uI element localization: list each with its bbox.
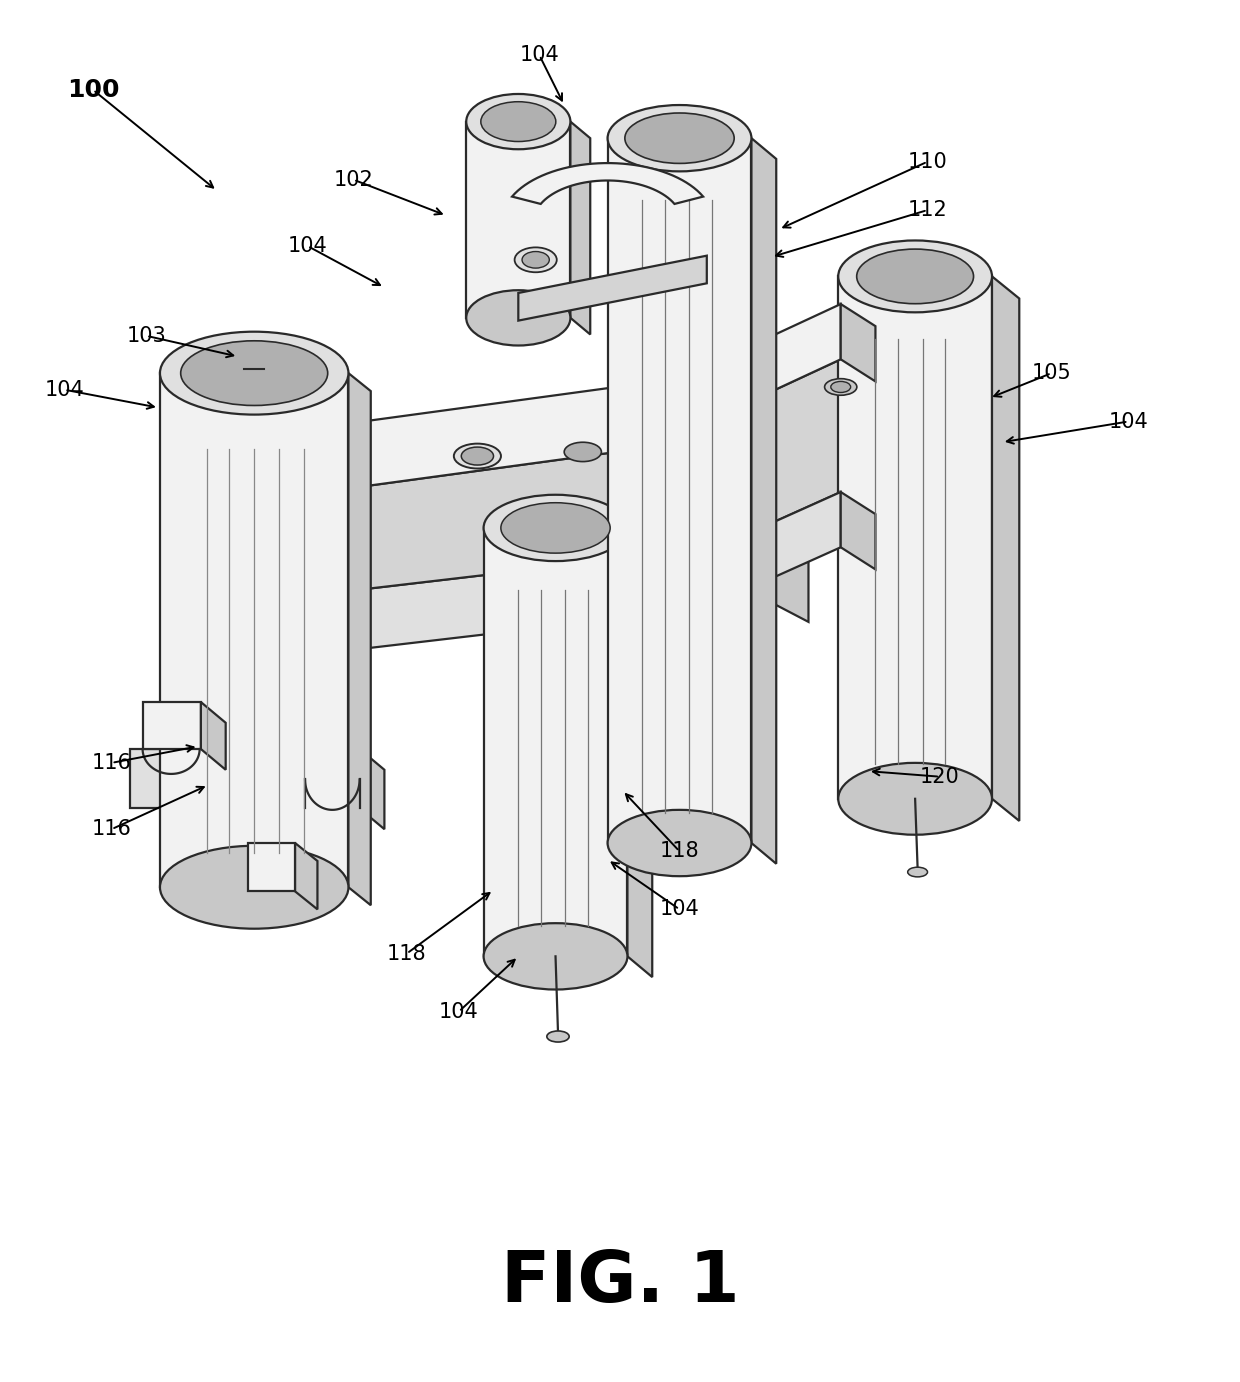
Text: 100: 100 [67,77,119,102]
Polygon shape [751,304,841,401]
Ellipse shape [908,868,928,878]
Text: FIG. 1: FIG. 1 [501,1248,739,1317]
Polygon shape [130,749,360,808]
Ellipse shape [608,105,751,171]
Polygon shape [143,702,201,749]
Ellipse shape [608,810,751,876]
Polygon shape [348,373,371,905]
Text: 116: 116 [92,820,131,839]
Polygon shape [295,843,317,909]
Ellipse shape [501,503,610,553]
Ellipse shape [181,341,327,405]
Ellipse shape [547,1031,569,1042]
Polygon shape [838,276,992,799]
Ellipse shape [160,332,348,415]
Polygon shape [332,366,769,491]
Ellipse shape [857,249,973,304]
Text: 120: 120 [920,767,960,786]
Polygon shape [512,163,703,205]
Ellipse shape [481,102,556,141]
Polygon shape [627,528,652,977]
Polygon shape [332,431,769,593]
Text: 104: 104 [1109,412,1148,431]
Ellipse shape [619,457,651,474]
Ellipse shape [466,94,570,149]
Ellipse shape [564,442,601,462]
Ellipse shape [160,846,348,929]
Polygon shape [769,366,808,453]
Polygon shape [201,702,226,770]
Text: 104: 104 [660,900,699,919]
Ellipse shape [466,290,570,346]
Polygon shape [992,276,1019,821]
Polygon shape [360,749,384,829]
Text: 105: 105 [1032,363,1071,383]
Polygon shape [841,304,875,381]
Ellipse shape [454,444,501,468]
Text: 104: 104 [288,236,327,256]
Ellipse shape [522,252,549,268]
Text: 118: 118 [387,944,427,963]
Text: 112: 112 [908,200,947,220]
Ellipse shape [838,763,992,835]
Text: 104: 104 [45,380,84,399]
Polygon shape [518,256,707,321]
Text: 110: 110 [908,152,947,171]
Polygon shape [751,492,841,587]
Polygon shape [751,359,841,532]
Polygon shape [751,138,776,864]
Polygon shape [769,542,808,622]
Text: 116: 116 [92,753,131,773]
Ellipse shape [825,379,857,395]
Ellipse shape [515,247,557,272]
Polygon shape [160,373,348,887]
Ellipse shape [831,381,851,392]
Ellipse shape [484,923,627,990]
Ellipse shape [461,446,494,464]
Polygon shape [484,528,627,956]
Text: 118: 118 [660,842,699,861]
Ellipse shape [625,113,734,163]
Polygon shape [570,122,590,334]
Polygon shape [608,138,751,843]
Ellipse shape [838,240,992,312]
Text: 102: 102 [334,170,373,189]
Polygon shape [466,122,570,318]
Text: 103: 103 [126,326,166,346]
Ellipse shape [484,495,627,561]
Polygon shape [248,843,295,891]
Text: 104: 104 [439,1002,479,1021]
Text: 104: 104 [520,46,559,65]
Polygon shape [841,492,875,569]
Polygon shape [332,542,769,652]
